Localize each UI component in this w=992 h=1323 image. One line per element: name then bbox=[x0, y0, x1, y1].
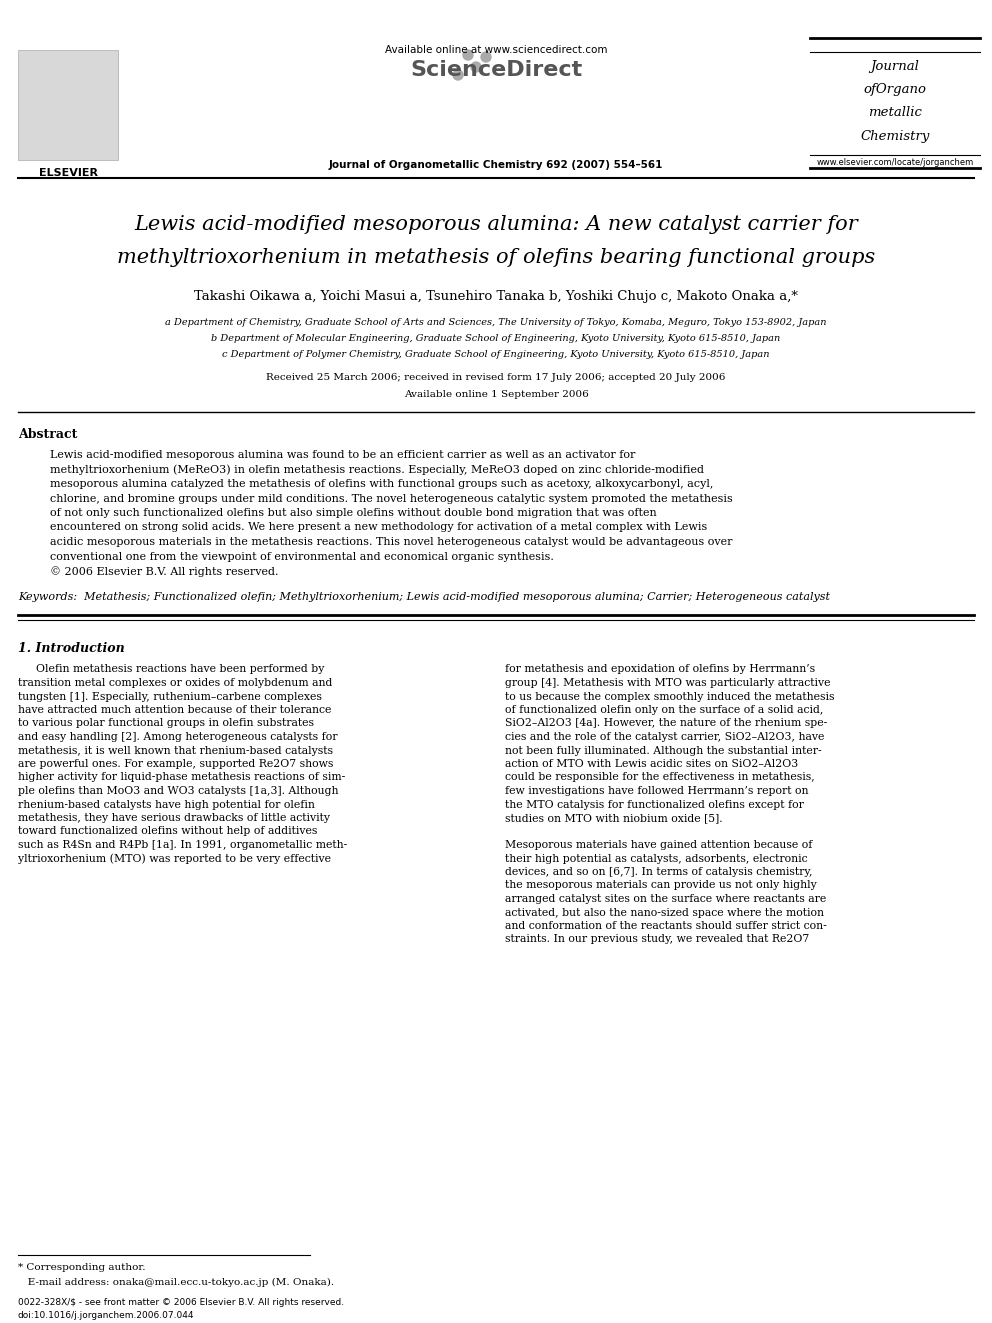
Text: could be responsible for the effectiveness in metathesis,: could be responsible for the effectivene… bbox=[505, 773, 814, 782]
Text: for metathesis and epoxidation of olefins by Herrmann’s: for metathesis and epoxidation of olefin… bbox=[505, 664, 815, 675]
Text: activated, but also the nano-sized space where the motion: activated, but also the nano-sized space… bbox=[505, 908, 824, 917]
Text: ScienceDirect: ScienceDirect bbox=[410, 60, 582, 79]
Circle shape bbox=[463, 50, 473, 60]
Text: Journal of Organometallic Chemistry 692 (2007) 554–561: Journal of Organometallic Chemistry 692 … bbox=[328, 160, 664, 169]
Text: a Department of Chemistry, Graduate School of Arts and Sciences, The University : a Department of Chemistry, Graduate Scho… bbox=[166, 318, 826, 327]
Text: Abstract: Abstract bbox=[18, 429, 77, 441]
Text: Olefin metathesis reactions have been performed by: Olefin metathesis reactions have been pe… bbox=[36, 664, 324, 675]
Text: ofOrgano: ofOrgano bbox=[863, 83, 927, 97]
Text: 0022-328X/$ - see front matter © 2006 Elsevier B.V. All rights reserved.: 0022-328X/$ - see front matter © 2006 El… bbox=[18, 1298, 344, 1307]
Text: © 2006 Elsevier B.V. All rights reserved.: © 2006 Elsevier B.V. All rights reserved… bbox=[50, 566, 279, 577]
Text: Chemistry: Chemistry bbox=[860, 130, 930, 143]
Text: SiO2–Al2O3 [4a]. However, the nature of the rhenium spe-: SiO2–Al2O3 [4a]. However, the nature of … bbox=[505, 718, 827, 729]
Text: ELSEVIER: ELSEVIER bbox=[39, 168, 97, 179]
Text: metathesis, they have serious drawbacks of little activity: metathesis, they have serious drawbacks … bbox=[18, 814, 330, 823]
Text: of functionalized olefin only on the surface of a solid acid,: of functionalized olefin only on the sur… bbox=[505, 705, 823, 714]
Text: * Corresponding author.: * Corresponding author. bbox=[18, 1263, 146, 1271]
Text: conventional one from the viewpoint of environmental and economical organic synt: conventional one from the viewpoint of e… bbox=[50, 552, 554, 561]
Text: Lewis acid-modified mesoporous alumina was found to be an efficient carrier as w: Lewis acid-modified mesoporous alumina w… bbox=[50, 450, 635, 460]
Text: acidic mesoporous materials in the metathesis reactions. This novel heterogeneou: acidic mesoporous materials in the metat… bbox=[50, 537, 732, 546]
Circle shape bbox=[471, 62, 481, 71]
Text: such as R4Sn and R4Pb [1a]. In 1991, organometallic meth-: such as R4Sn and R4Pb [1a]. In 1991, org… bbox=[18, 840, 347, 849]
Text: tungsten [1]. Especially, ruthenium–carbene complexes: tungsten [1]. Especially, ruthenium–carb… bbox=[18, 692, 321, 701]
Text: to us because the complex smoothly induced the metathesis: to us because the complex smoothly induc… bbox=[505, 692, 834, 701]
Text: cies and the role of the catalyst carrier, SiO2–Al2O3, have: cies and the role of the catalyst carrie… bbox=[505, 732, 824, 742]
Text: methyltrioxorhenium in metathesis of olefins bearing functional groups: methyltrioxorhenium in metathesis of ole… bbox=[117, 247, 875, 267]
Text: Mesoporous materials have gained attention because of: Mesoporous materials have gained attenti… bbox=[505, 840, 812, 849]
Text: metallic: metallic bbox=[868, 106, 922, 119]
Text: straints. In our previous study, we revealed that Re2O7: straints. In our previous study, we reve… bbox=[505, 934, 809, 945]
Text: b Department of Molecular Engineering, Graduate School of Engineering, Kyoto Uni: b Department of Molecular Engineering, G… bbox=[211, 333, 781, 343]
Text: to various polar functional groups in olefin substrates: to various polar functional groups in ol… bbox=[18, 718, 314, 729]
Text: Takashi Oikawa a, Yoichi Masui a, Tsunehiro Tanaka b, Yoshiki Chujo c, Makoto On: Takashi Oikawa a, Yoichi Masui a, Tsuneh… bbox=[194, 290, 798, 303]
Circle shape bbox=[453, 70, 463, 79]
Text: the MTO catalysis for functionalized olefins except for: the MTO catalysis for functionalized ole… bbox=[505, 799, 804, 810]
Text: studies on MTO with niobium oxide [5].: studies on MTO with niobium oxide [5]. bbox=[505, 814, 722, 823]
Text: of not only such functionalized olefins but also simple olefins without double b: of not only such functionalized olefins … bbox=[50, 508, 657, 519]
Text: metathesis, it is well known that rhenium-based catalysts: metathesis, it is well known that rheniu… bbox=[18, 745, 333, 755]
Text: devices, and so on [6,7]. In terms of catalysis chemistry,: devices, and so on [6,7]. In terms of ca… bbox=[505, 867, 812, 877]
Text: transition metal complexes or oxides of molybdenum and: transition metal complexes or oxides of … bbox=[18, 677, 332, 688]
Text: Lewis acid-modified mesoporous alumina: A new catalyst carrier for: Lewis acid-modified mesoporous alumina: … bbox=[134, 216, 858, 234]
Text: group [4]. Metathesis with MTO was particularly attractive: group [4]. Metathesis with MTO was parti… bbox=[505, 677, 830, 688]
Circle shape bbox=[481, 52, 491, 62]
Text: Received 25 March 2006; received in revised form 17 July 2006; accepted 20 July : Received 25 March 2006; received in revi… bbox=[266, 373, 726, 382]
Text: higher activity for liquid-phase metathesis reactions of sim-: higher activity for liquid-phase metathe… bbox=[18, 773, 345, 782]
Text: E-mail address: onaka@mail.ecc.u-tokyo.ac.jp (M. Onaka).: E-mail address: onaka@mail.ecc.u-tokyo.a… bbox=[18, 1278, 334, 1287]
Text: the mesoporous materials can provide us not only highly: the mesoporous materials can provide us … bbox=[505, 881, 816, 890]
Text: few investigations have followed Herrmann’s report on: few investigations have followed Herrman… bbox=[505, 786, 808, 796]
Text: 1. Introduction: 1. Introduction bbox=[18, 643, 125, 655]
Text: toward functionalized olefins without help of additives: toward functionalized olefins without he… bbox=[18, 827, 317, 836]
Text: mesoporous alumina catalyzed the metathesis of olefins with functional groups su: mesoporous alumina catalyzed the metathe… bbox=[50, 479, 713, 490]
Text: chlorine, and bromine groups under mild conditions. The novel heterogeneous cata: chlorine, and bromine groups under mild … bbox=[50, 493, 733, 504]
Text: encountered on strong solid acids. We here present a new methodology for activat: encountered on strong solid acids. We he… bbox=[50, 523, 707, 532]
Text: doi:10.1016/j.jorganchem.2006.07.044: doi:10.1016/j.jorganchem.2006.07.044 bbox=[18, 1311, 194, 1320]
Text: and easy handling [2]. Among heterogeneous catalysts for: and easy handling [2]. Among heterogeneo… bbox=[18, 732, 337, 742]
Text: www.elsevier.com/locate/jorganchem: www.elsevier.com/locate/jorganchem bbox=[816, 157, 973, 167]
Text: Keywords:  Metathesis; Functionalized olefin; Methyltrioxorhenium; Lewis acid-mo: Keywords: Metathesis; Functionalized ole… bbox=[18, 593, 830, 602]
Text: Available online 1 September 2006: Available online 1 September 2006 bbox=[404, 390, 588, 400]
Text: ple olefins than MoO3 and WO3 catalysts [1a,3]. Although: ple olefins than MoO3 and WO3 catalysts … bbox=[18, 786, 338, 796]
Text: arranged catalyst sites on the surface where reactants are: arranged catalyst sites on the surface w… bbox=[505, 894, 826, 904]
Text: methyltrioxorhenium (MeReO3) in olefin metathesis reactions. Especially, MeReO3 : methyltrioxorhenium (MeReO3) in olefin m… bbox=[50, 464, 704, 475]
Text: yltrioxorhenium (MTO) was reported to be very effective: yltrioxorhenium (MTO) was reported to be… bbox=[18, 853, 331, 864]
Text: action of MTO with Lewis acidic sites on SiO2–Al2O3: action of MTO with Lewis acidic sites on… bbox=[505, 759, 799, 769]
Text: Journal: Journal bbox=[871, 60, 920, 73]
Text: Available online at www.sciencedirect.com: Available online at www.sciencedirect.co… bbox=[385, 45, 607, 56]
Text: and conformation of the reactants should suffer strict con-: and conformation of the reactants should… bbox=[505, 921, 826, 931]
Text: not been fully illuminated. Although the substantial inter-: not been fully illuminated. Although the… bbox=[505, 745, 821, 755]
Text: are powerful ones. For example, supported Re2O7 shows: are powerful ones. For example, supporte… bbox=[18, 759, 333, 769]
Text: rhenium-based catalysts have high potential for olefin: rhenium-based catalysts have high potent… bbox=[18, 799, 314, 810]
Text: their high potential as catalysts, adsorbents, electronic: their high potential as catalysts, adsor… bbox=[505, 853, 807, 864]
Text: have attracted much attention because of their tolerance: have attracted much attention because of… bbox=[18, 705, 331, 714]
Bar bbox=[18, 50, 118, 160]
Text: c Department of Polymer Chemistry, Graduate School of Engineering, Kyoto Univers: c Department of Polymer Chemistry, Gradu… bbox=[222, 351, 770, 359]
